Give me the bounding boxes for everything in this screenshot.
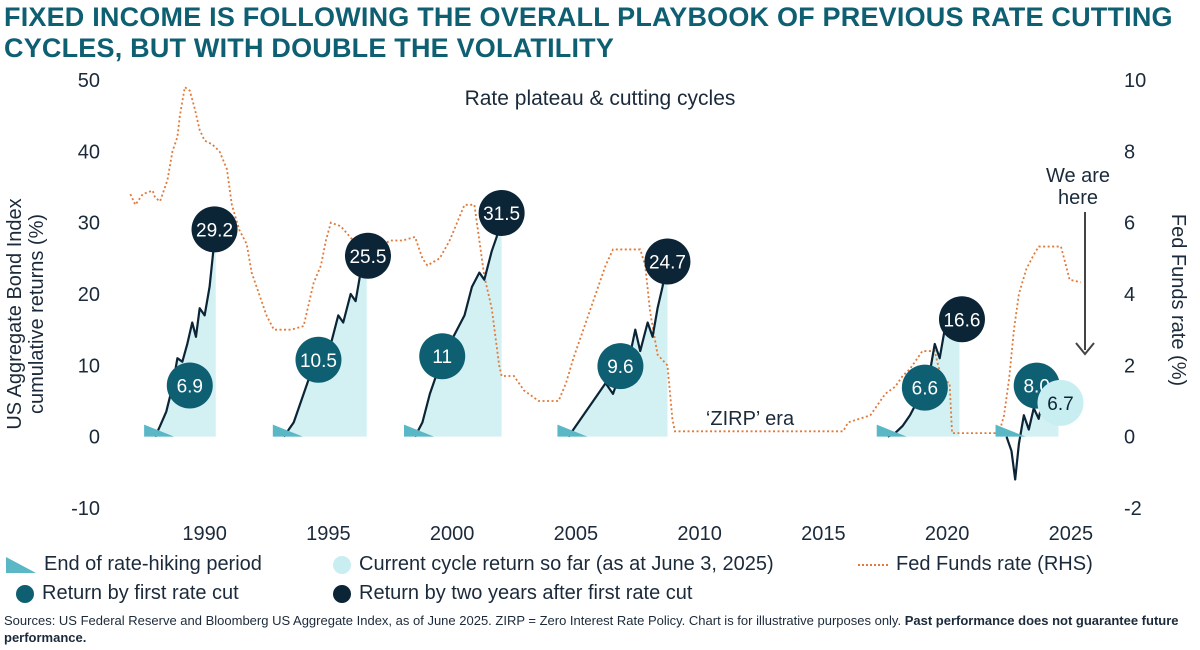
first-cut-marker xyxy=(419,333,466,380)
hike-end-marker xyxy=(995,424,1026,437)
y2-tick-label: 8 xyxy=(1124,141,1135,163)
y2-tick-label: 4 xyxy=(1124,284,1135,306)
plateau-annotation: Rate plateau & cutting cycles xyxy=(465,87,736,110)
source-disclaimer: Past performance does not guarantee futu… xyxy=(4,613,1179,645)
legend-first-cut: Return by first rate cut xyxy=(16,582,239,605)
y-tick-label: 20 xyxy=(78,284,100,306)
current-return-marker xyxy=(1037,379,1084,426)
first-cut-label: 10.5 xyxy=(300,351,337,372)
two-year-label: 31.5 xyxy=(483,204,520,225)
source-note: Sources: US Federal Reserve and Bloomber… xyxy=(4,612,1194,646)
y-axis-label-line: US Aggregate Bond Index xyxy=(4,198,26,429)
circle-icon xyxy=(333,555,351,574)
two-year-label: 29.2 xyxy=(196,220,233,241)
cycle-area-5 xyxy=(887,315,960,437)
two-year-label: 16.6 xyxy=(943,310,980,331)
legend-hike-end-label: End of rate-hiking period xyxy=(44,553,262,575)
y-tick-label: -10 xyxy=(71,498,100,520)
hike-end-marker xyxy=(272,424,303,437)
y-tick-label: 50 xyxy=(78,70,100,92)
two-year-marker xyxy=(191,206,238,253)
legend-two-years-label: Return by two years after first rate cut xyxy=(359,582,693,604)
first-cut-marker xyxy=(901,364,948,411)
circle-icon xyxy=(16,584,34,603)
hike-end-marker xyxy=(876,424,907,437)
y2-tick-label: 10 xyxy=(1124,70,1146,92)
current-return-label: 6.7 xyxy=(1047,394,1073,415)
hike-end-marker xyxy=(404,424,434,437)
here-arrow-head xyxy=(1075,342,1095,356)
two-year-label: 25.5 xyxy=(349,247,386,268)
hike-end-marker xyxy=(557,424,588,437)
source-text: Sources: US Federal Reserve and Bloomber… xyxy=(4,613,902,628)
x-tick-label: 2005 xyxy=(554,523,599,545)
legend-current-label: Current cycle return so far (as at June … xyxy=(359,553,774,575)
y-tick-label: 0 xyxy=(89,427,100,449)
cycle-area-2 xyxy=(283,254,367,437)
cycle-area-4 xyxy=(568,260,668,437)
dotted-line-icon xyxy=(858,563,888,566)
legend-current: Current cycle return so far (as at June … xyxy=(333,553,774,576)
x-tick-label: 2015 xyxy=(801,523,846,545)
x-tick-label: 1995 xyxy=(306,523,351,545)
x-tick-label: 2000 xyxy=(430,523,475,545)
first-cut-marker xyxy=(166,362,213,409)
here-annotation-line: We are xyxy=(1046,165,1110,187)
chart-title: FIXED INCOME IS FOLLOWING THE OVERALL PL… xyxy=(4,2,1173,63)
y-tick-label: 30 xyxy=(78,213,100,235)
bond-return-line-1 xyxy=(154,228,217,438)
y-axis-label-line: cumulative returns (%) xyxy=(26,214,48,414)
x-tick-label: 2020 xyxy=(925,523,970,545)
y-tick-label: 10 xyxy=(78,355,100,377)
y2-tick-label: 6 xyxy=(1124,213,1135,235)
legend-hike-end: End of rate-hiking period xyxy=(6,553,262,576)
y2-tick-label: 2 xyxy=(1124,355,1135,377)
two-year-marker xyxy=(344,232,391,279)
here-annotation-line: here xyxy=(1058,187,1098,209)
y2-tick-label: -2 xyxy=(1124,498,1142,520)
two-year-marker xyxy=(644,238,691,285)
legend-fed: Fed Funds rate (RHS) xyxy=(858,553,1093,576)
two-year-marker xyxy=(478,189,525,236)
first-cut-label: 6.9 xyxy=(177,376,203,397)
x-tick-label: 2025 xyxy=(1049,523,1094,545)
x-tick-label: 1990 xyxy=(182,523,227,545)
circle-icon xyxy=(333,584,351,603)
y2-tick-label: 0 xyxy=(1124,427,1135,449)
first-cut-marker xyxy=(597,343,644,390)
cycle-markers: 6.929.210.525.51131.59.624.76.616.68.06.… xyxy=(144,189,1084,437)
legend-first-cut-label: Return by first rate cut xyxy=(42,582,239,604)
bond-return-line-3 xyxy=(414,211,503,438)
annotations: Rate plateau & cutting cycles ‘ZIRP’ era… xyxy=(465,87,1110,430)
two-year-marker xyxy=(938,296,985,343)
first-cut-label: 9.6 xyxy=(607,357,633,378)
y-axis-label: US Aggregate Bond Indexcumulative return… xyxy=(4,198,48,429)
cycle-area-3 xyxy=(415,211,502,437)
first-cut-label: 6.6 xyxy=(912,379,938,400)
legend-fed-label: Fed Funds rate (RHS) xyxy=(896,553,1093,575)
triangle-icon xyxy=(6,556,36,573)
legend-two-years: Return by two years after first rate cut xyxy=(333,582,692,605)
first-cut-marker xyxy=(295,336,342,383)
hike-end-marker xyxy=(144,424,175,437)
x-tick-label: 2010 xyxy=(677,523,722,545)
y-tick-label: 40 xyxy=(78,141,100,163)
here-annotation: We are here xyxy=(1046,165,1110,209)
two-year-label: 24.7 xyxy=(649,252,686,273)
bond-return-series xyxy=(154,211,1059,481)
zirp-annotation: ‘ZIRP’ era xyxy=(706,408,795,430)
first-cut-label: 11 xyxy=(432,347,452,368)
axes: -10 0 10 20 30 40 50 -2 0 2 4 6 8 10 1990 1995 2000 2005 2… xyxy=(4,70,1189,545)
y2-axis-label: Fed Funds rate (%) xyxy=(1167,214,1189,386)
